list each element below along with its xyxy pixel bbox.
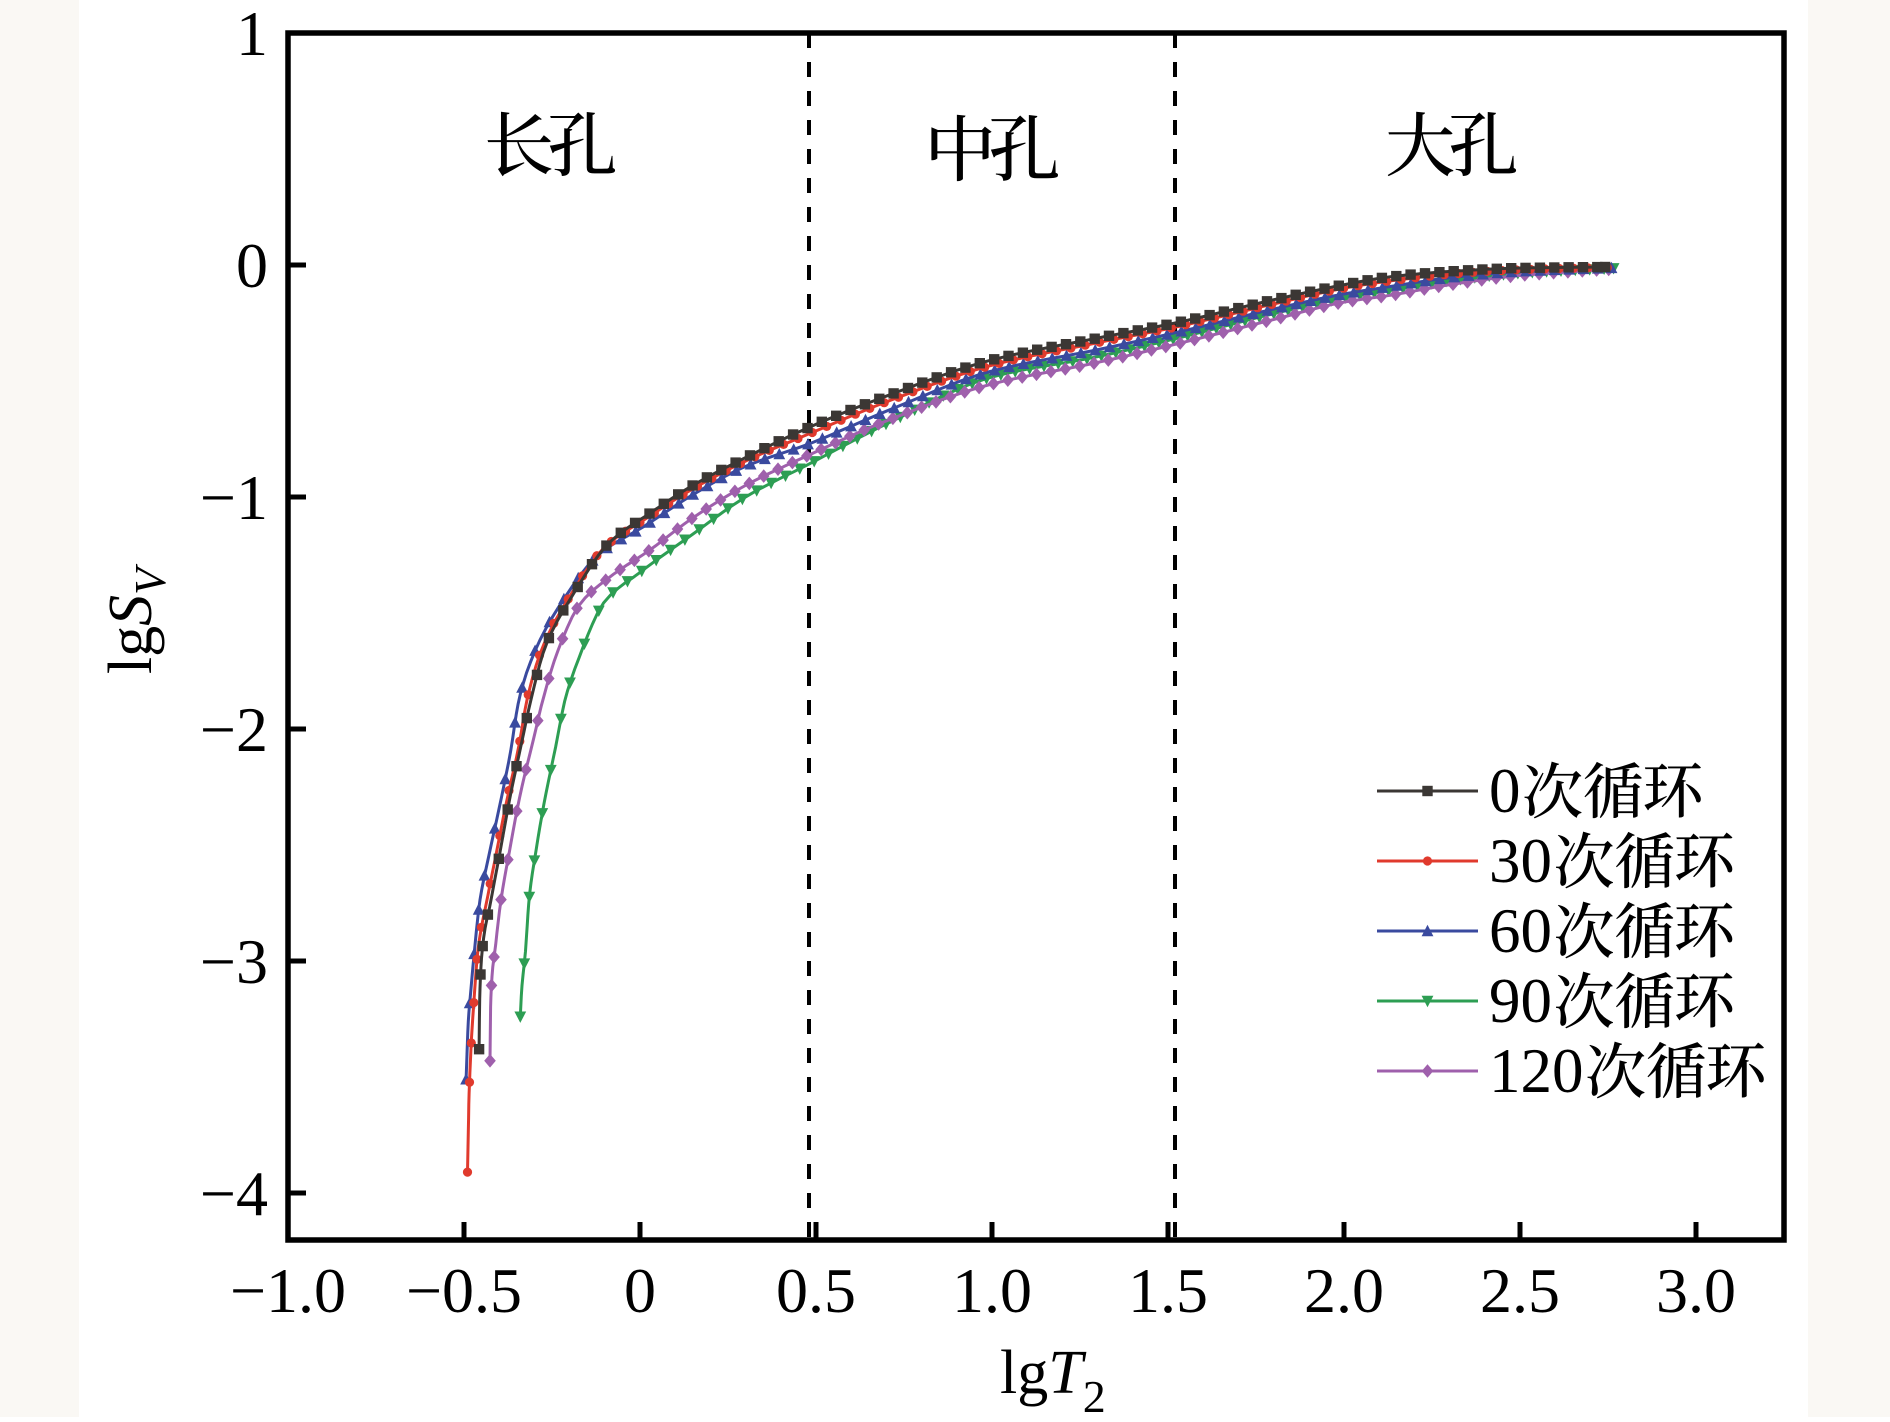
svg-text:120: 120 xyxy=(1489,1036,1584,1106)
svg-text:2.5: 2.5 xyxy=(1480,1255,1560,1326)
svg-text:−1: −1 xyxy=(200,462,268,533)
svg-text:1: 1 xyxy=(236,0,268,69)
svg-text:0: 0 xyxy=(624,1255,656,1326)
svg-text:−1.0: −1.0 xyxy=(230,1255,346,1326)
svg-text:−0.5: −0.5 xyxy=(406,1255,522,1326)
svg-text:3.0: 3.0 xyxy=(1656,1255,1736,1326)
svg-text:60: 60 xyxy=(1489,896,1552,966)
svg-text:1.5: 1.5 xyxy=(1128,1255,1208,1326)
svg-text:−3: −3 xyxy=(200,926,268,997)
svg-text:2.0: 2.0 xyxy=(1304,1255,1384,1326)
svg-text:30: 30 xyxy=(1489,826,1552,896)
svg-text:1.0: 1.0 xyxy=(952,1255,1032,1326)
svg-text:−2: −2 xyxy=(200,694,268,765)
svg-text:0: 0 xyxy=(1489,756,1521,826)
svg-text:−4: −4 xyxy=(200,1158,268,1229)
svg-text:0.5: 0.5 xyxy=(776,1255,856,1326)
svg-text:0: 0 xyxy=(236,230,268,301)
svg-text:90: 90 xyxy=(1489,966,1552,1036)
